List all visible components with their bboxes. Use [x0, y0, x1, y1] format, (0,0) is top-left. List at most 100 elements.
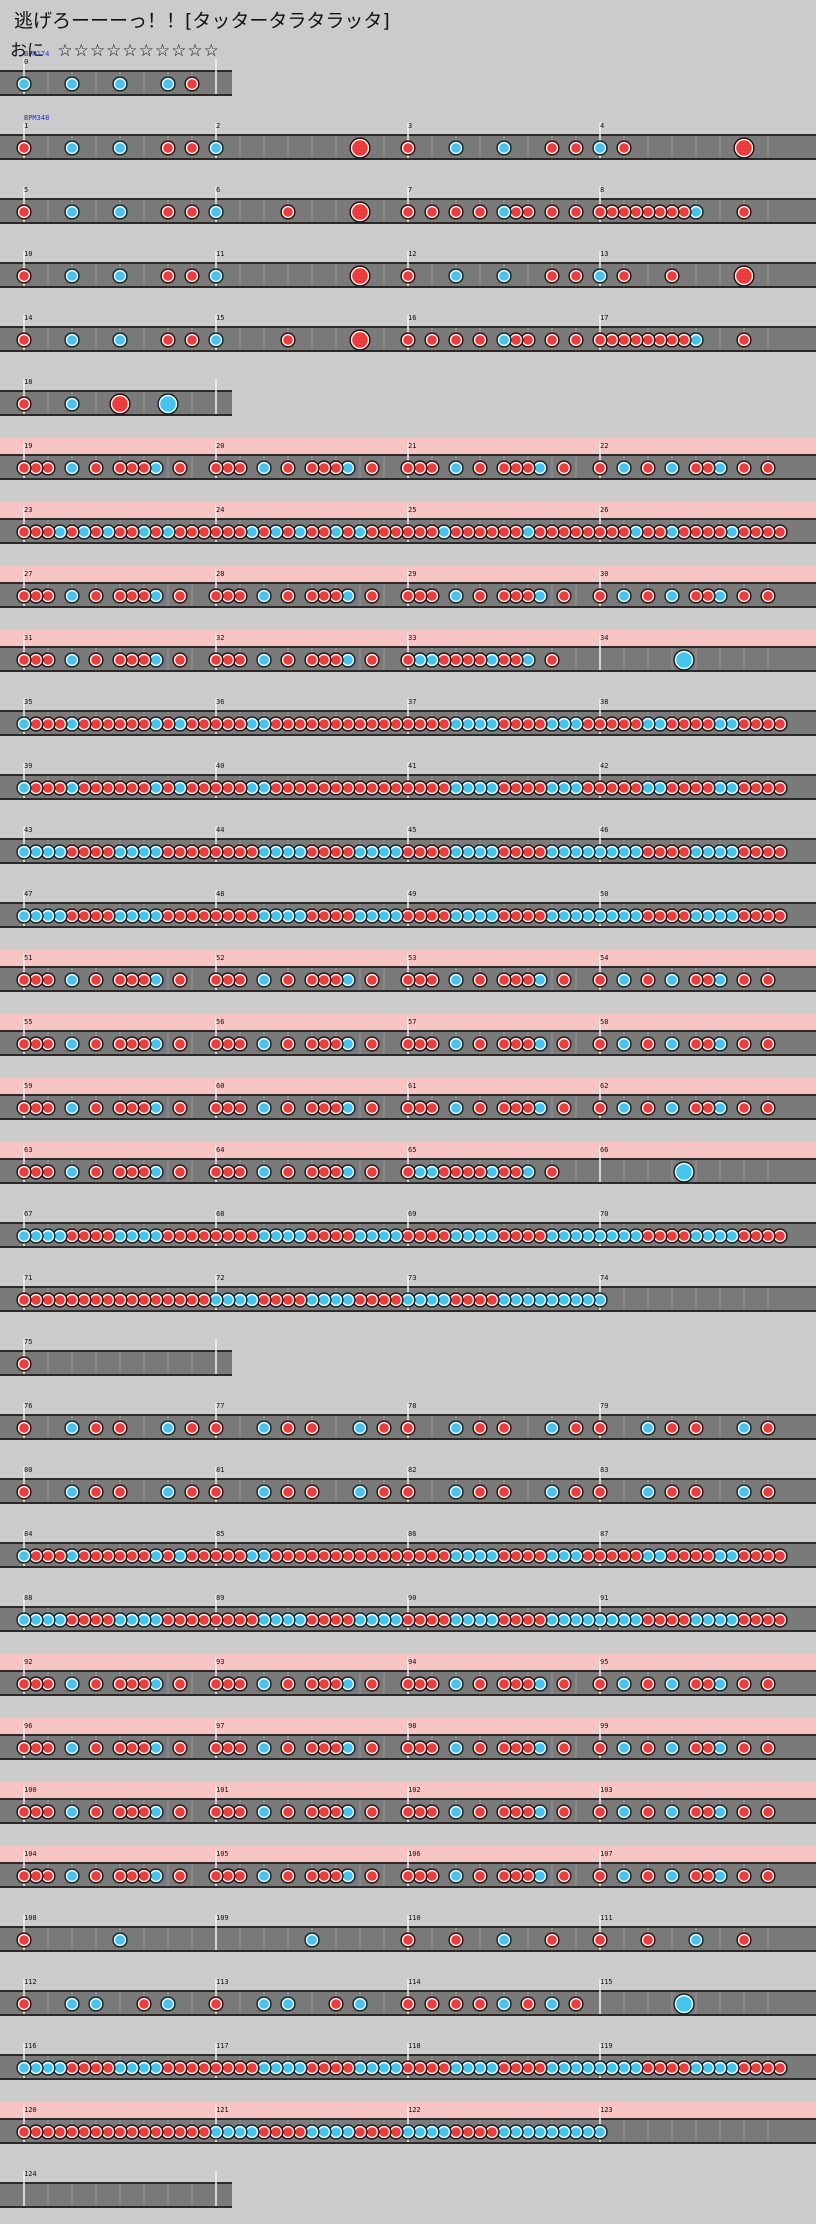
measure-number: 20: [216, 442, 225, 450]
note-rim: [557, 1037, 570, 1050]
lane-border-bottom: [0, 1438, 816, 1440]
measure-number: 91: [600, 1594, 609, 1602]
note-rim: [366, 462, 379, 475]
note-rim: [402, 973, 415, 986]
measure-number: 83: [600, 1466, 609, 1474]
measure-number: 41: [408, 762, 417, 770]
note-rim: [498, 142, 511, 155]
note-rim: [186, 270, 199, 283]
note-rim: [306, 973, 319, 986]
note-rim: [545, 653, 558, 666]
note-rim: [162, 270, 175, 283]
note-rim: [498, 270, 511, 283]
measure-number: 114: [408, 1978, 421, 1986]
measure-number: 70: [600, 1210, 609, 1218]
note-rim: [545, 142, 558, 155]
chart-row: [0, 630, 816, 672]
measure-number: 38: [600, 698, 609, 706]
note-rim: [402, 334, 415, 347]
measure-number: 17: [600, 314, 609, 322]
note-rim: [689, 1037, 702, 1050]
measure-number: 106: [408, 1850, 421, 1858]
note-rim: [351, 267, 370, 286]
bpm-marker: BPM174: [24, 50, 50, 58]
measure-number: 89: [216, 1594, 225, 1602]
measure-number: 87: [600, 1530, 609, 1538]
note-rim: [641, 589, 654, 602]
lane-border-bottom: [0, 350, 816, 352]
note-rim: [498, 973, 511, 986]
chart-row: [0, 1338, 232, 1376]
note-rim: [737, 589, 750, 602]
lane-border-bottom: [0, 414, 232, 416]
measure-number: 97: [216, 1722, 225, 1730]
note-rim: [569, 206, 582, 219]
note-rim: [617, 1037, 630, 1050]
note-rim: [665, 1101, 678, 1114]
note-rim: [474, 206, 487, 219]
measure-number: 94: [408, 1658, 417, 1666]
note-rim: [18, 1293, 31, 1306]
note-rim: [617, 462, 630, 475]
measure-number: 46: [600, 826, 609, 834]
measure-number: 86: [408, 1530, 417, 1538]
note-rim: [498, 462, 511, 475]
note-rim: [557, 1101, 570, 1114]
note-rim: [737, 1101, 750, 1114]
note-rim: [557, 973, 570, 986]
measure-number: 115: [600, 1978, 613, 1986]
note-rim: [282, 973, 295, 986]
measure-number: 84: [24, 1530, 33, 1538]
note-rim: [65, 334, 78, 347]
note-rim: [174, 1037, 187, 1050]
lane-border-bottom: [0, 1886, 816, 1888]
chart-row: [0, 950, 816, 992]
note-rim: [450, 973, 463, 986]
note-rim: [89, 462, 102, 475]
measure-number: 36: [216, 698, 225, 706]
note-rim: [737, 334, 750, 347]
measure-number: 88: [24, 1594, 33, 1602]
measure-number: 29: [408, 570, 417, 578]
note-rim: [65, 398, 78, 411]
measure-number: 56: [216, 1018, 225, 1026]
big-ka-note: [673, 649, 695, 671]
measure-number: 101: [216, 1786, 229, 1794]
note-rim: [665, 462, 678, 475]
note-rim: [737, 973, 750, 986]
note-rim: [18, 462, 31, 475]
note-rim: [450, 206, 463, 219]
lane-border-bottom: [0, 2206, 232, 2208]
measure-number: 13: [600, 250, 609, 258]
lane-border-bottom: [0, 222, 816, 224]
chart-row: [0, 58, 232, 96]
note-rim: [498, 1101, 511, 1114]
chart-row: [0, 250, 816, 288]
note-rim: [65, 142, 78, 155]
lane-border-bottom: [0, 94, 232, 96]
note-rim: [18, 653, 31, 666]
measure-number: 73: [408, 1274, 417, 1282]
lane-border-top: [0, 1350, 232, 1352]
measure-number: 52: [216, 954, 225, 962]
measure-number: 122: [408, 2106, 421, 2114]
note-rim: [498, 1037, 511, 1050]
note-rim: [306, 1165, 319, 1178]
note-rim: [18, 1101, 31, 1114]
note-rim: [641, 973, 654, 986]
note-rim: [498, 206, 511, 219]
note-rim: [210, 1037, 223, 1050]
note-rim: [306, 653, 319, 666]
measure-number: 45: [408, 826, 417, 834]
measure-number: 27: [24, 570, 33, 578]
note-rim: [65, 973, 78, 986]
measure-number: 47: [24, 890, 33, 898]
big-don-note: [349, 137, 371, 159]
measure-number: 65: [408, 1146, 417, 1154]
lane-border-bottom: [0, 1246, 816, 1248]
note-rim: [545, 1165, 558, 1178]
note-rim: [89, 653, 102, 666]
note-rim: [734, 139, 753, 158]
note-rim: [113, 1037, 126, 1050]
measure-number: 18: [24, 378, 33, 386]
